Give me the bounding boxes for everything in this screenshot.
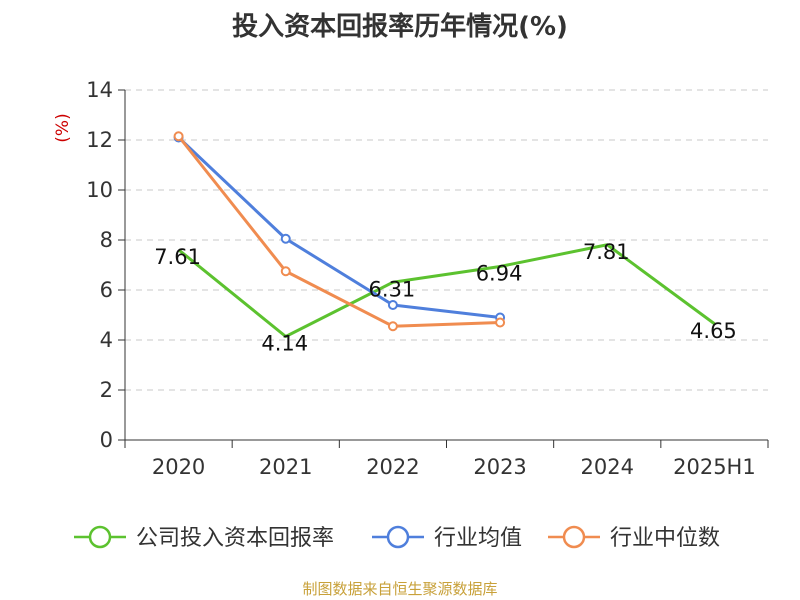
y-tick-label: 12 — [86, 128, 113, 152]
data-label: 7.81 — [583, 240, 630, 264]
legend-label: 行业中位数 — [610, 526, 720, 551]
x-tick-label: 2023 — [473, 455, 526, 479]
y-tick-label: 0 — [100, 428, 113, 452]
legend-label: 行业均值 — [434, 526, 522, 551]
data-labels: 7.61 4.14 6.31 6.94 7.81 4.65 — [154, 240, 737, 356]
data-point-marker — [280, 266, 291, 277]
data-point-marker — [173, 131, 184, 142]
series-lines — [173, 131, 716, 338]
y-tick-label: 10 — [86, 178, 113, 202]
x-tick-label: 2024 — [581, 455, 634, 479]
series-line-2 — [177, 135, 501, 328]
y-tick-label: 2 — [100, 378, 113, 402]
chart-title: 投入资本回报率历年情况(%) — [232, 12, 568, 42]
data-point-marker — [280, 233, 291, 244]
y-tick-label: 14 — [86, 78, 113, 102]
y-tick-label: 4 — [100, 328, 113, 352]
legend-swatch-marker — [88, 525, 112, 549]
data-label: 6.31 — [369, 277, 416, 301]
data-label: 4.14 — [261, 332, 308, 356]
data-point-marker — [387, 300, 398, 310]
data-point-marker — [387, 321, 398, 332]
grid-lines — [125, 89, 768, 391]
y-tick-label: 8 — [100, 228, 113, 252]
legend-swatch-marker — [562, 525, 586, 549]
legend-swatch-marker — [386, 525, 410, 549]
data-point-marker — [495, 317, 506, 328]
series-line-0 — [177, 243, 716, 338]
x-tick-label: 2025H1 — [673, 455, 756, 479]
legend: 公司投入资本回报率 行业均值 行业中位数 — [74, 525, 720, 551]
legend-label: 公司投入资本回报率 — [136, 526, 334, 551]
x-tick-label: 2022 — [366, 455, 419, 479]
y-axis-unit-label: (%) — [53, 113, 73, 142]
series-line-1 — [177, 136, 501, 319]
y-tick-label: 6 — [100, 278, 113, 302]
data-source-note: 制图数据来自恒生聚源数据库 — [302, 580, 498, 598]
x-tick-label: 2020 — [152, 455, 205, 479]
data-label: 4.65 — [690, 319, 737, 343]
data-label: 7.61 — [154, 245, 201, 269]
x-tick-label: 2021 — [259, 455, 312, 479]
data-label: 6.94 — [476, 262, 523, 286]
axes: 0 2 4 6 8 10 12 14 (%) 2020 2021 2022 2023 2024 2025H1 — [53, 78, 769, 479]
